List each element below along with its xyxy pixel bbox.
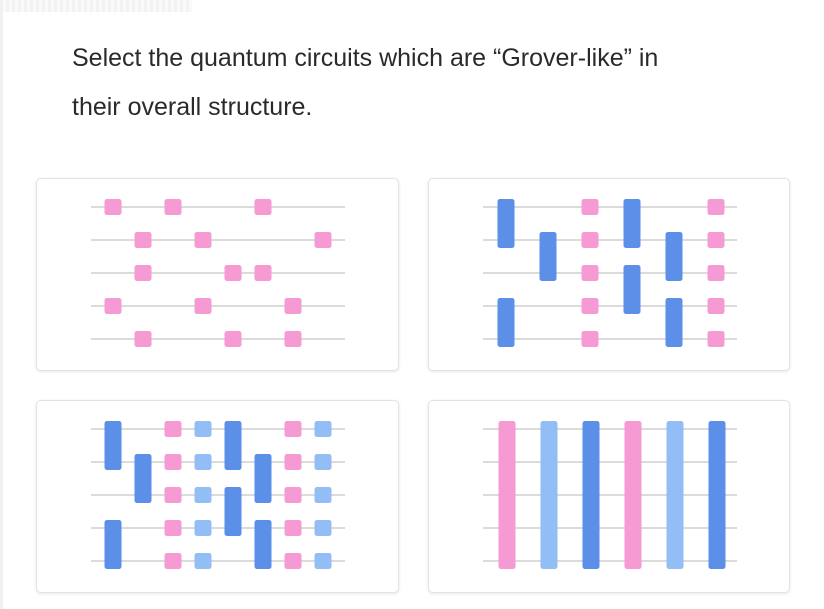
multi-qubit-gate <box>623 199 641 248</box>
single-qubit-gate <box>314 454 332 470</box>
single-qubit-gate <box>284 331 302 347</box>
single-qubit-gate <box>194 421 212 437</box>
multi-qubit-gate <box>497 199 515 248</box>
multi-qubit-gate <box>254 520 272 569</box>
single-qubit-gate <box>164 199 182 215</box>
multi-qubit-gate <box>104 421 122 470</box>
single-qubit-gate <box>284 298 302 314</box>
single-qubit-gate <box>254 265 272 281</box>
single-qubit-gate <box>284 520 302 536</box>
circuit-diagram-d <box>483 421 737 569</box>
single-qubit-gate <box>134 265 152 281</box>
single-qubit-gate <box>104 199 122 215</box>
multi-qubit-gate <box>224 487 242 536</box>
single-qubit-gate <box>707 199 725 215</box>
left-edge <box>0 0 3 609</box>
single-qubit-gate <box>314 520 332 536</box>
question-text: Select the quantum circuits which are “G… <box>72 34 752 132</box>
single-qubit-gate <box>134 331 152 347</box>
multi-qubit-gate <box>623 265 641 314</box>
multi-qubit-gate <box>134 454 152 503</box>
top-strip <box>0 0 192 12</box>
multi-qubit-gate <box>665 298 683 347</box>
single-qubit-gate <box>314 553 332 569</box>
question-line-1: Select the quantum circuits which are “G… <box>72 44 659 72</box>
single-qubit-gate <box>194 487 212 503</box>
single-qubit-gate <box>194 520 212 536</box>
multi-qubit-gate <box>666 421 684 569</box>
single-qubit-gate <box>164 553 182 569</box>
circuit-diagram-c <box>91 421 345 569</box>
single-qubit-gate <box>314 232 332 248</box>
multi-qubit-gate <box>708 421 726 569</box>
multi-qubit-gate <box>665 232 683 281</box>
single-qubit-gate <box>581 199 599 215</box>
circuit-diagram-b <box>483 199 737 347</box>
single-qubit-gate <box>134 232 152 248</box>
question-line-2: their overall structure. <box>72 93 313 121</box>
single-qubit-gate <box>224 265 242 281</box>
multi-qubit-gate <box>497 298 515 347</box>
single-qubit-gate <box>104 298 122 314</box>
single-qubit-gate <box>314 421 332 437</box>
single-qubit-gate <box>164 487 182 503</box>
single-qubit-gate <box>707 265 725 281</box>
single-qubit-gate <box>164 520 182 536</box>
option-circuit-b[interactable] <box>428 178 790 371</box>
single-qubit-gate <box>581 331 599 347</box>
single-qubit-gate <box>194 232 212 248</box>
multi-qubit-gate <box>224 421 242 470</box>
single-qubit-gate <box>284 454 302 470</box>
multi-qubit-gate <box>254 454 272 503</box>
option-circuit-a[interactable] <box>36 178 399 371</box>
single-qubit-gate <box>194 298 212 314</box>
single-qubit-gate <box>194 553 212 569</box>
single-qubit-gate <box>707 298 725 314</box>
single-qubit-gate <box>164 454 182 470</box>
single-qubit-gate <box>314 487 332 503</box>
multi-qubit-gate <box>104 520 122 569</box>
single-qubit-gate <box>581 265 599 281</box>
multi-qubit-gate <box>624 421 642 569</box>
option-circuit-c[interactable] <box>36 400 399 593</box>
single-qubit-gate <box>581 298 599 314</box>
single-qubit-gate <box>254 199 272 215</box>
multi-qubit-gate <box>540 421 558 569</box>
single-qubit-gate <box>284 553 302 569</box>
multi-qubit-gate <box>539 232 557 281</box>
multi-qubit-gate <box>498 421 516 569</box>
single-qubit-gate <box>707 232 725 248</box>
single-qubit-gate <box>707 331 725 347</box>
single-qubit-gate <box>581 232 599 248</box>
single-qubit-gate <box>164 421 182 437</box>
single-qubit-gate <box>284 421 302 437</box>
single-qubit-gate <box>284 487 302 503</box>
option-circuit-d[interactable] <box>428 400 790 593</box>
circuit-diagram-a <box>91 199 345 347</box>
single-qubit-gate <box>194 454 212 470</box>
single-qubit-gate <box>224 331 242 347</box>
multi-qubit-gate <box>582 421 600 569</box>
